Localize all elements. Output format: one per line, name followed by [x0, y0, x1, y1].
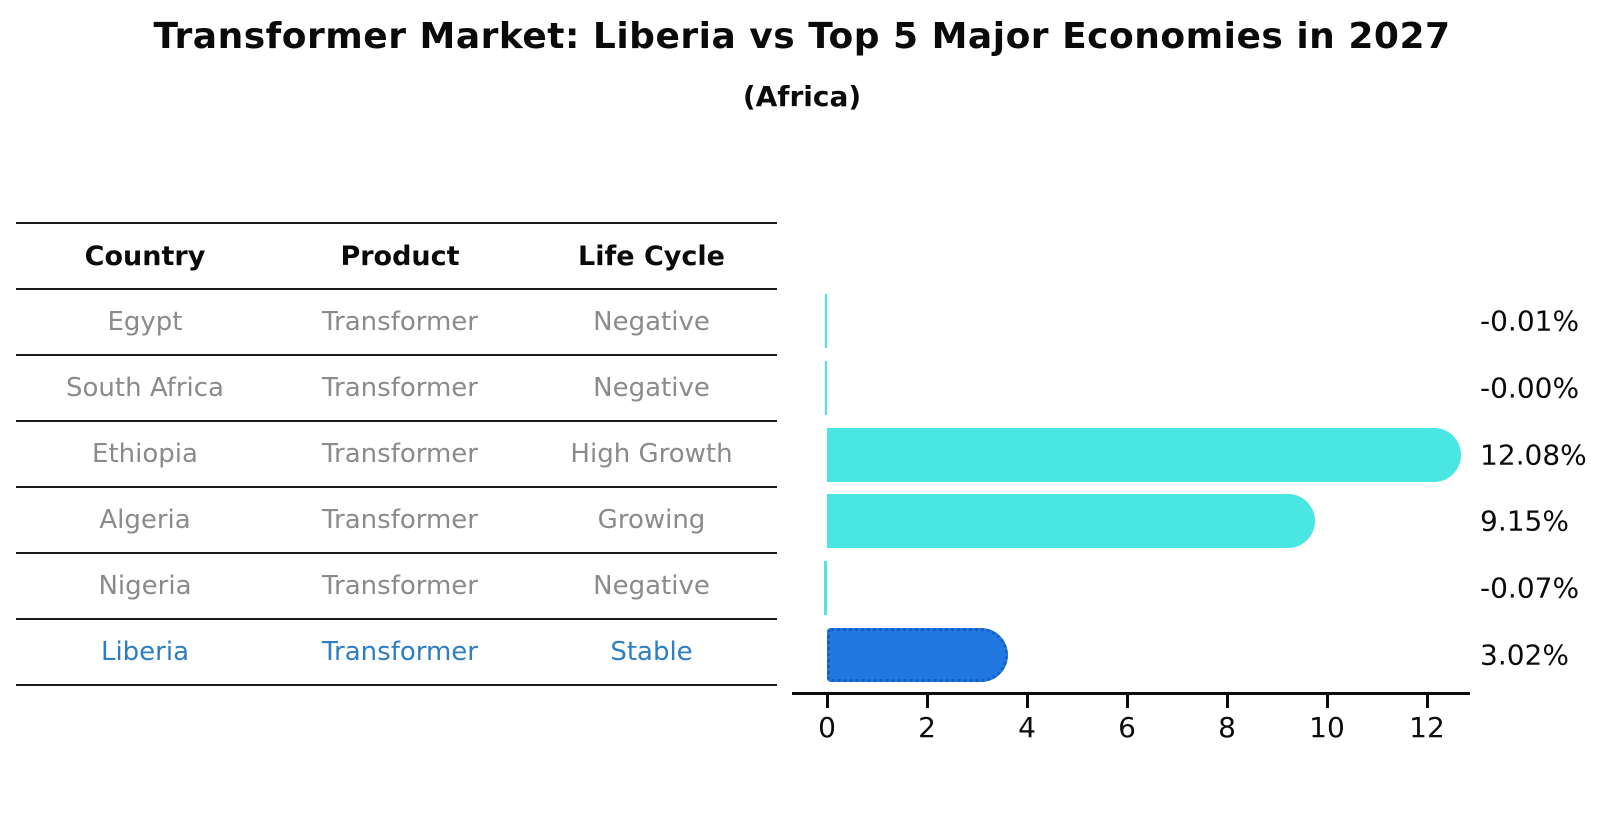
cell-product: Transformer: [274, 552, 526, 619]
x-tick-label: 10: [1309, 711, 1345, 744]
cell-product: Transformer: [274, 486, 526, 553]
cell-country: Ethiopia: [16, 420, 274, 487]
value-label-ethiopia: 12.08%: [1480, 438, 1587, 472]
bar-south-africa: [825, 361, 827, 415]
column-header-lifecycle: Life Cycle: [526, 222, 777, 289]
bar-egypt: [825, 294, 827, 348]
bar-row-ethiopia: 12.08%: [827, 428, 1597, 482]
table-row-liberia: Liberia Transformer Stable: [16, 618, 777, 686]
bar-algeria: [827, 494, 1315, 548]
bar-nigeria: [823, 561, 827, 615]
x-tick-label: 0: [818, 711, 836, 744]
cell-lifecycle: Negative: [526, 552, 777, 619]
table-row-algeria: Algeria Transformer Growing: [16, 486, 777, 553]
x-tick-mark: [1426, 695, 1429, 708]
cell-lifecycle: Negative: [526, 288, 777, 355]
x-tick-label: 4: [1018, 711, 1036, 744]
cell-lifecycle: Negative: [526, 354, 777, 421]
chart-title: Transformer Market: Liberia vs Top 5 Maj…: [153, 16, 1451, 57]
cell-product: Transformer: [274, 288, 526, 355]
bar-row-algeria: 9.15%: [827, 494, 1597, 548]
cell-country: Liberia: [16, 618, 274, 686]
chart-subtitle: (Africa): [742, 80, 862, 113]
bar-row-egypt: -0.01%: [825, 294, 1597, 348]
cell-product: Transformer: [274, 618, 526, 686]
bar-ethiopia: [827, 428, 1461, 482]
value-label-algeria: 9.15%: [1480, 504, 1569, 538]
x-tick-mark: [1226, 695, 1229, 708]
cell-country: Algeria: [16, 486, 274, 553]
x-tick-label: 12: [1409, 711, 1445, 744]
cell-product: Transformer: [274, 354, 526, 421]
table-row-nigeria: Nigeria Transformer Negative: [16, 552, 777, 619]
column-header-country: Country: [16, 222, 274, 289]
bar-row-liberia: 3.02%: [827, 628, 1597, 682]
x-tick-mark: [1126, 695, 1129, 708]
table-row-ethiopia: Ethiopia Transformer High Growth: [16, 420, 777, 487]
cell-country: Nigeria: [16, 552, 274, 619]
value-label-egypt: -0.01%: [1480, 304, 1580, 338]
value-label-liberia: 3.02%: [1480, 638, 1569, 672]
column-header-product: Product: [274, 222, 526, 289]
country-info-table: Country Product Life Cycle Egypt Transfo…: [16, 222, 777, 686]
cell-product: Transformer: [274, 420, 526, 487]
x-axis-line: [792, 692, 1470, 695]
x-tick-label: 6: [1118, 711, 1136, 744]
x-tick-mark: [926, 695, 929, 708]
x-tick-label: 8: [1218, 711, 1236, 744]
bar-liberia: [827, 628, 1008, 682]
table-header-row: Country Product Life Cycle: [16, 222, 777, 289]
value-label-south-africa: -0.00%: [1480, 371, 1580, 405]
x-tick-mark: [1026, 695, 1029, 708]
table-row-egypt: Egypt Transformer Negative: [16, 288, 777, 355]
x-tick-label: 2: [918, 711, 936, 744]
bar-row-south-africa: -0.00%: [825, 361, 1597, 415]
x-tick-mark: [826, 695, 829, 708]
bar-row-nigeria: -0.07%: [823, 561, 1597, 615]
cell-country: South Africa: [16, 354, 274, 421]
x-tick-mark: [1326, 695, 1329, 708]
value-label-nigeria: -0.07%: [1480, 571, 1580, 605]
table-row-south-africa: South Africa Transformer Negative: [16, 354, 777, 421]
cell-lifecycle: High Growth: [526, 420, 777, 487]
cell-lifecycle: Growing: [526, 486, 777, 553]
cell-country: Egypt: [16, 288, 274, 355]
cell-lifecycle: Stable: [526, 618, 777, 686]
